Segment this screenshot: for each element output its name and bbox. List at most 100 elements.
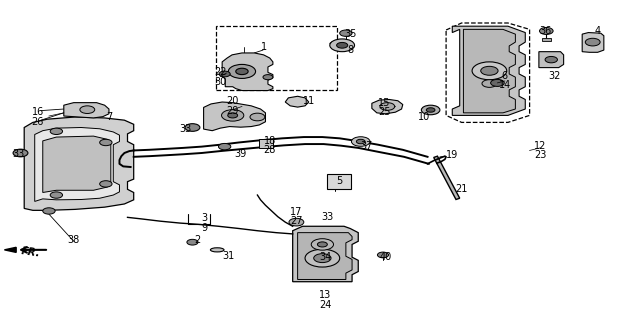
Polygon shape [64,103,109,118]
Text: 19: 19 [446,150,458,160]
Text: 21: 21 [455,184,467,194]
Polygon shape [293,226,358,282]
Circle shape [352,137,370,146]
Text: 9: 9 [202,222,208,233]
Polygon shape [285,96,309,107]
Bar [259,139,273,148]
Text: 11: 11 [303,96,315,106]
Text: 7: 7 [106,112,112,122]
Circle shape [289,218,304,226]
Circle shape [356,139,365,144]
Text: 33: 33 [321,212,334,222]
Text: 10: 10 [418,112,430,122]
Polygon shape [35,127,120,201]
Circle shape [221,110,244,121]
Text: 36: 36 [539,26,551,36]
Polygon shape [452,26,525,116]
Circle shape [490,79,504,86]
Circle shape [340,30,352,36]
Circle shape [185,124,200,131]
Text: 39: 39 [234,149,247,159]
Text: 6: 6 [502,71,508,81]
Text: 17: 17 [290,207,303,217]
Text: 29: 29 [226,106,239,116]
Text: 31: 31 [222,251,234,261]
Circle shape [263,75,273,80]
Text: 40: 40 [379,252,392,262]
Circle shape [218,143,231,150]
Text: 38: 38 [68,235,80,245]
Text: FR.: FR. [20,246,41,259]
Circle shape [219,71,230,77]
Circle shape [100,181,112,187]
Polygon shape [298,233,352,279]
Circle shape [305,249,340,267]
Text: 32: 32 [548,71,560,81]
Circle shape [314,254,331,263]
Polygon shape [4,247,16,252]
Circle shape [228,64,255,78]
Text: 30: 30 [214,77,226,87]
Text: 18: 18 [264,136,276,146]
Text: 34: 34 [319,252,332,262]
Circle shape [330,39,355,52]
Circle shape [380,103,395,110]
Text: 37: 37 [361,141,373,151]
Circle shape [100,139,112,146]
Text: 27: 27 [290,216,303,226]
Text: 23: 23 [534,150,546,160]
Circle shape [472,62,507,80]
Circle shape [43,208,55,214]
Text: 4: 4 [595,26,601,36]
Circle shape [13,149,28,157]
Circle shape [422,105,440,115]
Text: 33: 33 [179,124,191,134]
Polygon shape [539,52,564,68]
Text: 22: 22 [214,68,226,77]
Circle shape [228,113,237,118]
Text: 33: 33 [12,148,24,159]
Ellipse shape [210,248,224,252]
Circle shape [50,192,63,198]
Polygon shape [372,100,403,114]
Circle shape [250,113,265,121]
Text: 14: 14 [498,80,511,90]
Text: 25: 25 [378,107,391,117]
Text: 20: 20 [226,96,239,106]
Text: 16: 16 [32,107,44,117]
Circle shape [337,43,348,48]
Circle shape [427,108,435,112]
Polygon shape [463,29,515,113]
Circle shape [187,239,198,245]
Text: 2: 2 [194,235,200,245]
Polygon shape [24,117,134,210]
Circle shape [50,128,63,134]
Text: 15: 15 [378,98,391,108]
Text: 5: 5 [337,176,343,186]
Text: 1: 1 [260,42,267,52]
Text: 35: 35 [344,29,356,39]
Polygon shape [43,136,111,193]
Text: 3: 3 [202,213,208,223]
Circle shape [539,28,553,35]
Text: 12: 12 [534,141,546,151]
Circle shape [378,252,389,258]
Polygon shape [222,53,273,91]
Circle shape [236,68,248,75]
Polygon shape [203,102,265,131]
Circle shape [585,38,600,46]
Circle shape [317,242,327,247]
Bar [216,26,337,90]
Bar [327,174,351,189]
Circle shape [482,80,497,87]
Text: 28: 28 [264,146,276,156]
Bar [542,38,551,41]
Polygon shape [582,33,604,52]
Text: 13: 13 [319,291,332,300]
Text: 24: 24 [319,300,332,310]
Circle shape [311,239,334,250]
Text: 8: 8 [347,45,353,55]
Circle shape [80,106,95,114]
Circle shape [480,66,498,75]
Polygon shape [434,156,459,199]
